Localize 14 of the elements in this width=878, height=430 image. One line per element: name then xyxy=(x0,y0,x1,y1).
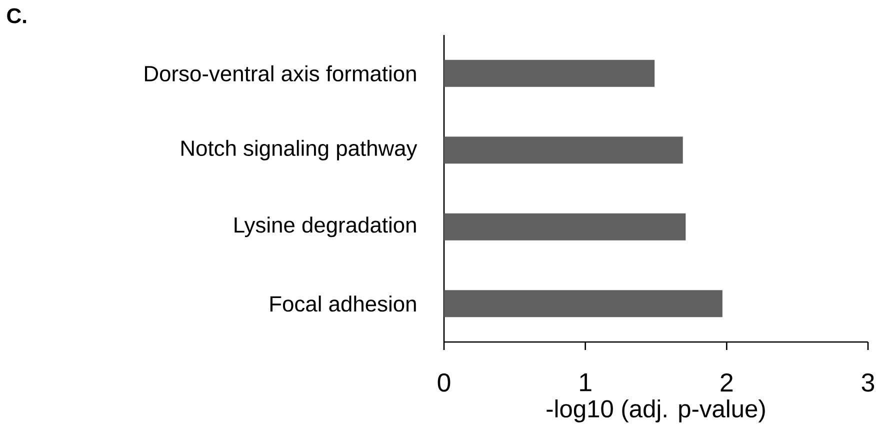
bar xyxy=(444,290,722,318)
bar xyxy=(444,60,655,87)
y-tick-label: Dorso-ventral axis formation xyxy=(145,65,416,82)
y-tick-label: Focal adhesion xyxy=(270,296,416,312)
y-tick-label: Lysine degradation xyxy=(234,216,416,238)
text: C. xyxy=(7,8,26,24)
bar xyxy=(444,136,683,164)
x-tick-label: 0 xyxy=(438,373,450,392)
x-axis-title: -log10 (adj. p-value) xyxy=(546,399,765,422)
x-tick-label: 3 xyxy=(862,373,874,392)
y-tick-label: Notch signaling pathway xyxy=(182,140,418,160)
bar xyxy=(444,213,686,240)
x-tick-label: 2 xyxy=(720,373,733,392)
x-tick-label: 1 xyxy=(580,373,592,392)
